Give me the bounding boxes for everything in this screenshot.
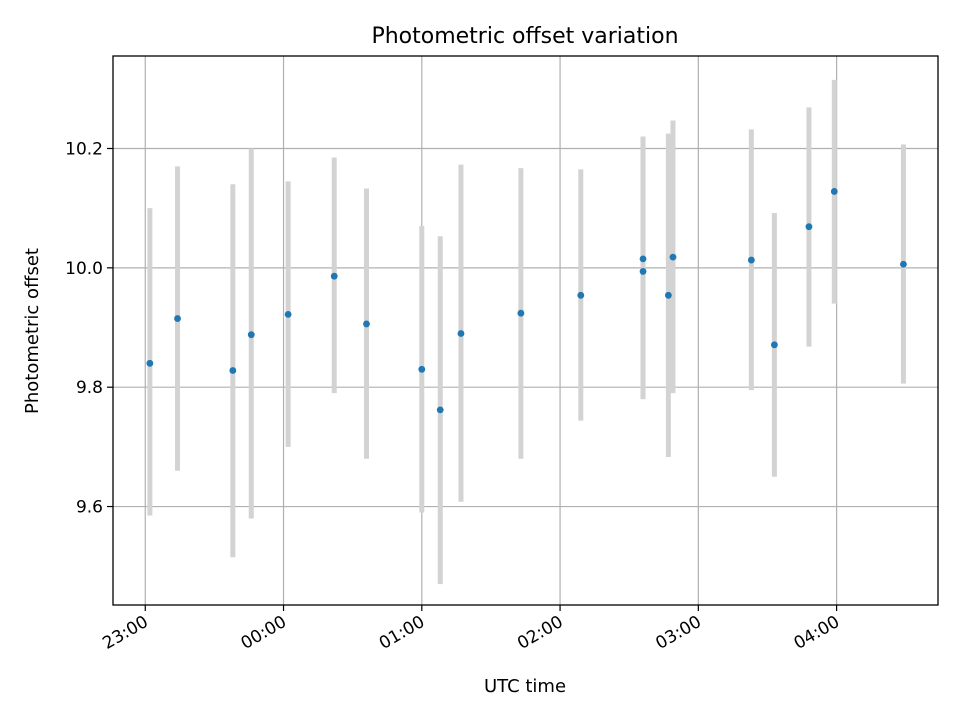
data-point bbox=[436, 406, 444, 414]
y-tick-labels: 9.6 9.8 10.0 10.2 bbox=[65, 139, 103, 517]
y-tick-label: 9.6 bbox=[76, 498, 103, 518]
data-points bbox=[146, 188, 907, 414]
data-point bbox=[284, 310, 292, 318]
y-tick-label: 10.0 bbox=[65, 259, 103, 279]
data-point bbox=[247, 331, 255, 339]
data-point bbox=[577, 291, 585, 299]
data-point bbox=[669, 253, 677, 261]
plot-frame bbox=[112, 55, 939, 606]
y-axis-label: Photometric offset bbox=[22, 248, 43, 414]
data-point bbox=[639, 255, 647, 263]
x-axis-label: UTC time bbox=[484, 676, 566, 697]
data-point bbox=[363, 320, 370, 328]
data-point bbox=[229, 367, 237, 374]
data-point bbox=[146, 359, 154, 367]
chart-title: Photometric offset variation bbox=[371, 24, 678, 49]
data-point bbox=[418, 365, 426, 373]
data-point bbox=[900, 260, 907, 268]
y-tick-label: 9.8 bbox=[76, 378, 103, 398]
data-point bbox=[830, 188, 838, 195]
data-point bbox=[174, 315, 181, 322]
data-point bbox=[664, 291, 672, 299]
data-point bbox=[330, 272, 338, 280]
data-point bbox=[770, 341, 778, 349]
data-point bbox=[805, 223, 813, 231]
data-point bbox=[639, 268, 647, 275]
data-point bbox=[517, 309, 525, 317]
axis-ticks bbox=[107, 147, 838, 611]
data-point bbox=[747, 256, 755, 264]
data-point bbox=[457, 330, 465, 337]
y-tick-label: 10.2 bbox=[65, 139, 103, 159]
